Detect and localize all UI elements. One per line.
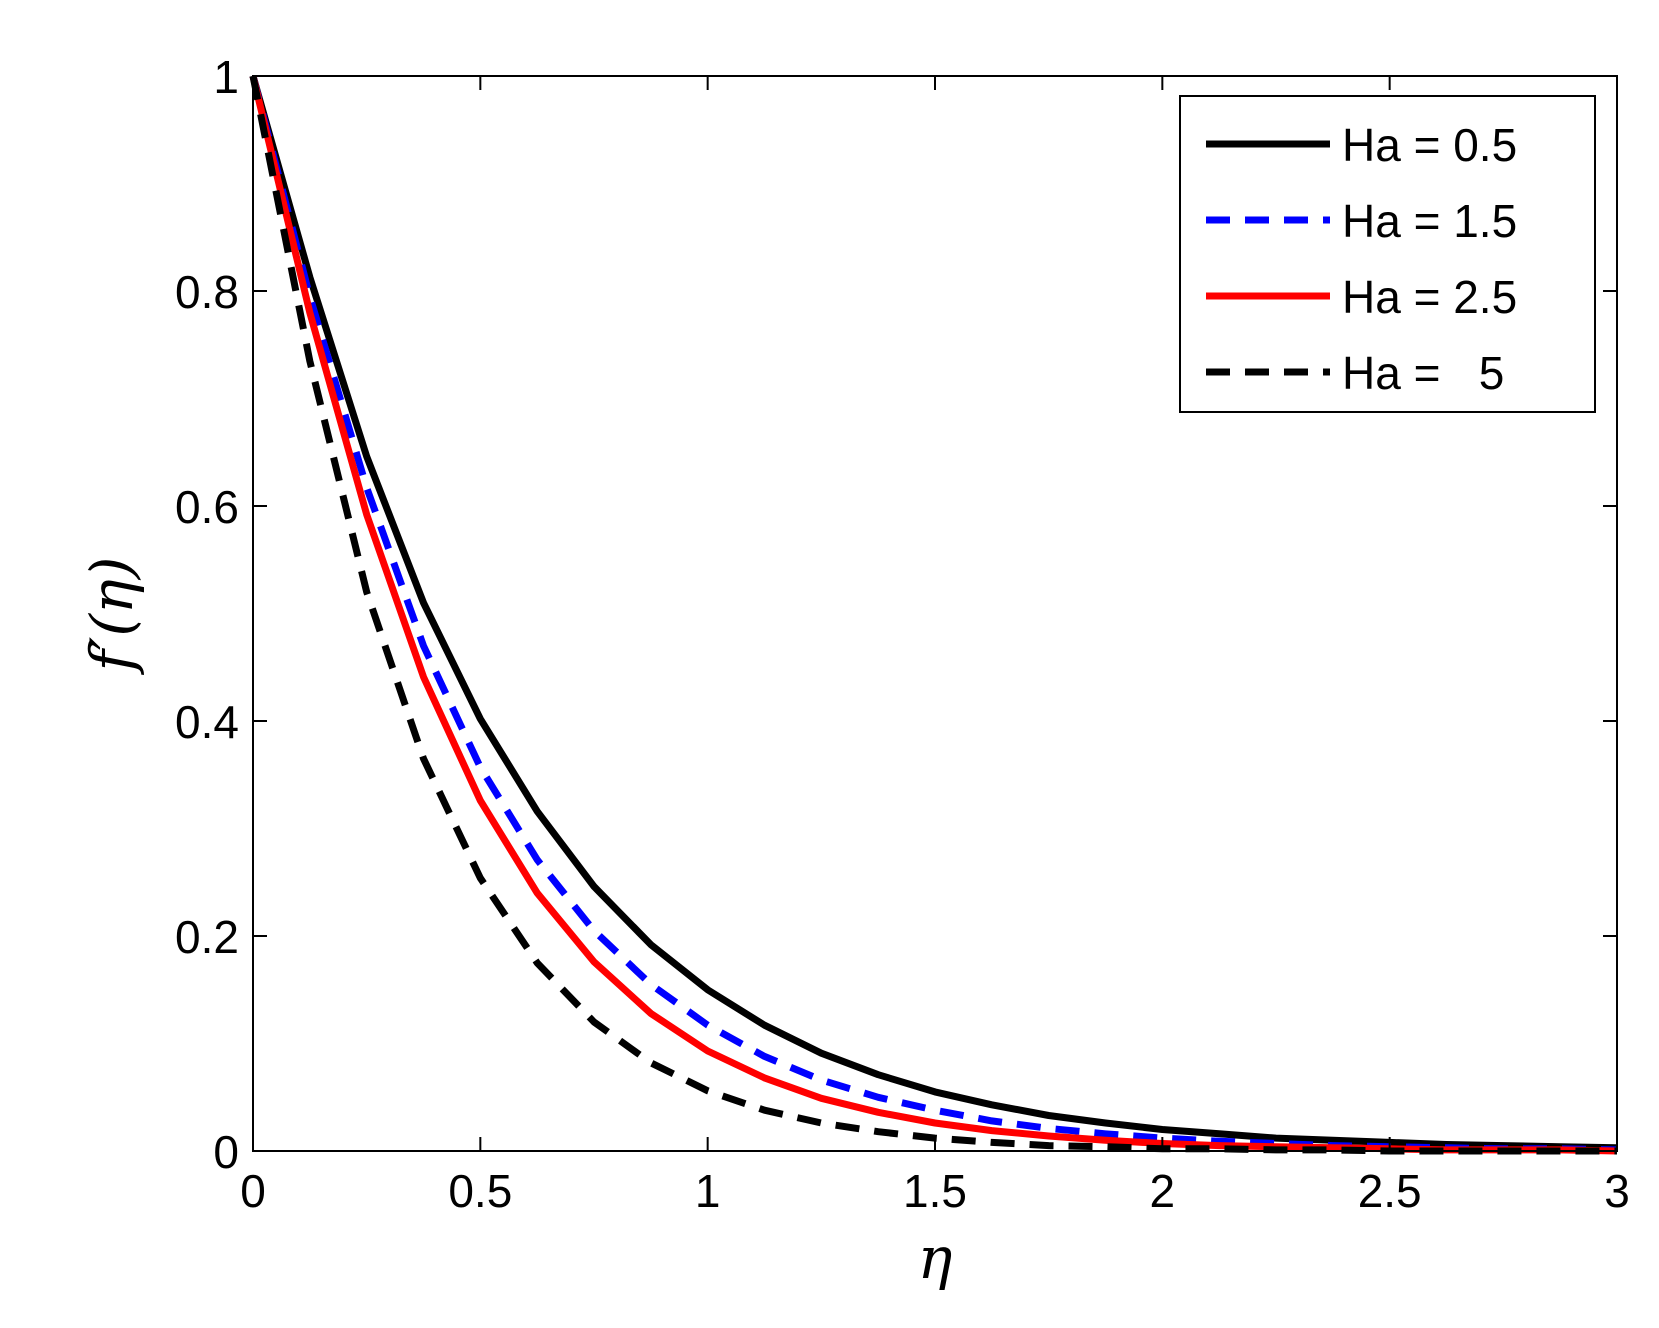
x-tick-label: 0 [240, 1165, 266, 1217]
legend-label-4: Ha = 5 [1342, 347, 1504, 399]
x-tick-label: 0.5 [448, 1165, 512, 1217]
y-tick-label: 0.6 [175, 481, 239, 533]
x-tick-label: 3 [1604, 1165, 1630, 1217]
legend: Ha = 0.5 Ha = 1.5 Ha = 2.5 Ha = 5 [1179, 95, 1596, 413]
y-tick-label: 0.4 [175, 696, 239, 748]
tick-layer: 0 0.5 1 1.5 2 2.5 3 0 0.2 0.4 0.6 0.8 1 [175, 51, 1630, 1217]
x-tick-label: 1 [695, 1165, 721, 1217]
y-axis-label: f′(η) [78, 557, 146, 676]
y-tick-label: 0.8 [175, 266, 239, 318]
y-tick-label: 0 [213, 1126, 239, 1178]
x-tick-label: 2 [1150, 1165, 1176, 1217]
legend-box [1179, 95, 1596, 413]
legend-label-1: Ha = 0.5 [1342, 119, 1517, 171]
x-tick-label: 2.5 [1358, 1165, 1422, 1217]
y-tick-label: 0.2 [175, 911, 239, 963]
y-tick-label: 1 [213, 51, 239, 103]
x-axis-label: η [918, 1224, 953, 1292]
legend-label-2: Ha = 1.5 [1342, 195, 1517, 247]
x-tick-label: 1.5 [903, 1165, 967, 1217]
legend-label-3: Ha = 2.5 [1342, 271, 1517, 323]
